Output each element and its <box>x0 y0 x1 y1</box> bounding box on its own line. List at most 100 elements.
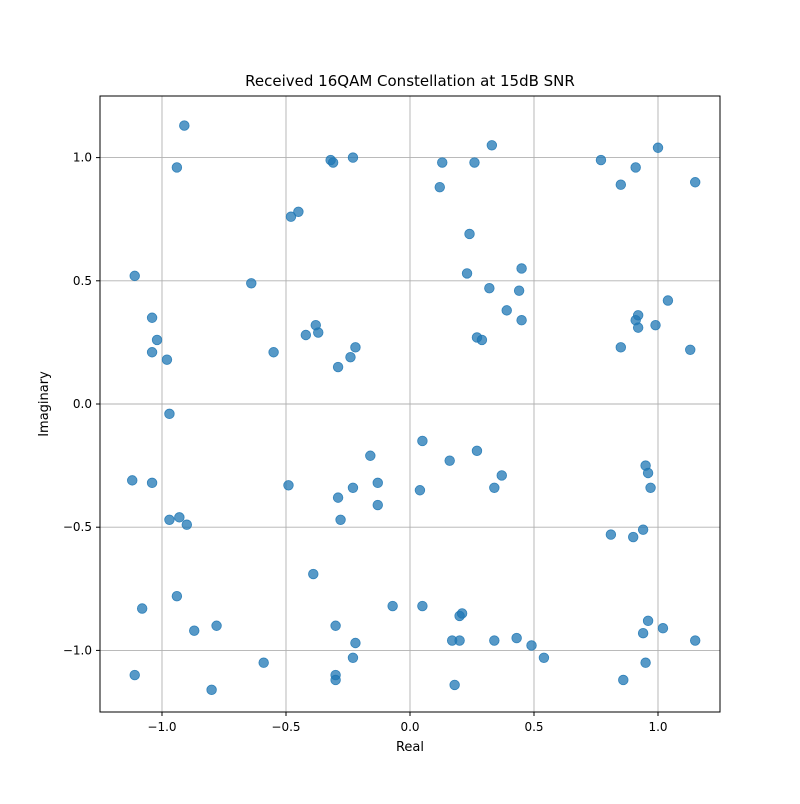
data-point <box>464 228 475 240</box>
data-point <box>461 268 473 279</box>
data-point <box>171 590 183 602</box>
data-point <box>476 334 488 346</box>
data-point <box>615 342 627 353</box>
data-point <box>330 674 341 686</box>
data-point <box>690 177 701 188</box>
data-point <box>171 162 183 173</box>
data-point <box>650 319 661 331</box>
data-point <box>372 499 383 511</box>
x-tick-label: 0.0 <box>400 720 419 734</box>
data-point <box>454 635 465 646</box>
data-point <box>347 482 359 493</box>
data-point <box>645 482 656 493</box>
data-point <box>146 347 158 358</box>
data-point <box>347 152 359 163</box>
data-point <box>327 157 339 168</box>
data-point <box>615 179 627 190</box>
data-point <box>511 632 522 644</box>
data-point <box>129 669 140 681</box>
data-point <box>657 623 669 634</box>
data-point <box>181 519 193 530</box>
data-point <box>293 206 304 218</box>
data-point <box>414 485 426 496</box>
x-axis-label: Real <box>396 740 424 755</box>
data-point <box>632 322 644 333</box>
x-tick-label: 1.0 <box>648 720 667 734</box>
data-point <box>206 684 217 696</box>
data-point <box>637 524 649 535</box>
data-point <box>471 445 483 457</box>
data-point <box>417 600 428 612</box>
data-point <box>347 652 359 663</box>
y-tick-label: 0.0 <box>73 397 92 411</box>
axis-ticks: −1.0 −0.5 0.0 0.5 1.0 −1.0 −0.5 0.0 0.5 1.0 <box>63 151 668 734</box>
data-point <box>189 625 200 636</box>
data-point <box>417 435 428 447</box>
data-point <box>618 674 629 686</box>
data-point <box>538 652 550 663</box>
data-point <box>642 467 654 479</box>
data-point <box>630 162 641 173</box>
data-point <box>640 657 651 668</box>
data-point <box>516 315 527 326</box>
data-point <box>372 477 383 489</box>
data-point <box>662 295 674 306</box>
data-point <box>456 608 468 619</box>
data-point <box>285 211 297 222</box>
data-point <box>685 344 696 355</box>
data-point <box>449 679 460 691</box>
x-tick-label: −0.5 <box>271 720 300 734</box>
data-point <box>127 475 138 486</box>
data-point <box>283 480 294 491</box>
data-point <box>444 455 455 466</box>
data-point <box>161 354 173 365</box>
data-point <box>642 615 654 627</box>
y-tick-label: −1.0 <box>63 643 92 657</box>
data-point <box>330 620 341 631</box>
data-point <box>300 329 312 341</box>
data-point <box>129 270 140 282</box>
data-point <box>595 154 607 166</box>
grid-lines <box>100 96 720 712</box>
data-point <box>690 635 701 646</box>
chart-title: Received 16QAM Constellation at 15dB SNR <box>245 72 575 90</box>
data-point <box>350 342 361 353</box>
data-point <box>605 529 617 540</box>
data-point <box>258 657 269 668</box>
data-point <box>146 312 158 323</box>
y-tick-label: 1.0 <box>73 151 92 165</box>
data-points <box>127 120 701 696</box>
data-point <box>637 627 649 639</box>
data-point <box>332 492 344 503</box>
data-point <box>387 600 398 612</box>
data-point <box>496 470 507 481</box>
data-point <box>516 263 527 274</box>
data-point <box>526 640 537 651</box>
data-point <box>164 514 175 526</box>
data-point <box>437 157 448 168</box>
data-point <box>486 140 498 151</box>
data-point <box>136 603 148 614</box>
data-point <box>174 512 185 523</box>
x-tick-label: −1.0 <box>147 720 176 734</box>
data-point <box>268 347 279 358</box>
data-point <box>484 282 495 294</box>
data-point <box>489 635 500 646</box>
data-point <box>489 482 500 493</box>
data-point <box>332 361 344 373</box>
y-tick-label: −0.5 <box>63 520 92 534</box>
data-point <box>632 310 644 321</box>
data-point <box>501 305 512 316</box>
data-point <box>164 408 175 420</box>
y-tick-label: 0.5 <box>73 274 92 288</box>
data-point <box>365 450 376 461</box>
data-point <box>350 637 361 649</box>
data-point <box>146 477 158 489</box>
data-point <box>151 334 163 346</box>
data-point <box>179 120 190 131</box>
y-axis-label: Imaginary <box>37 371 52 437</box>
data-point <box>345 351 356 363</box>
data-point <box>313 327 324 338</box>
